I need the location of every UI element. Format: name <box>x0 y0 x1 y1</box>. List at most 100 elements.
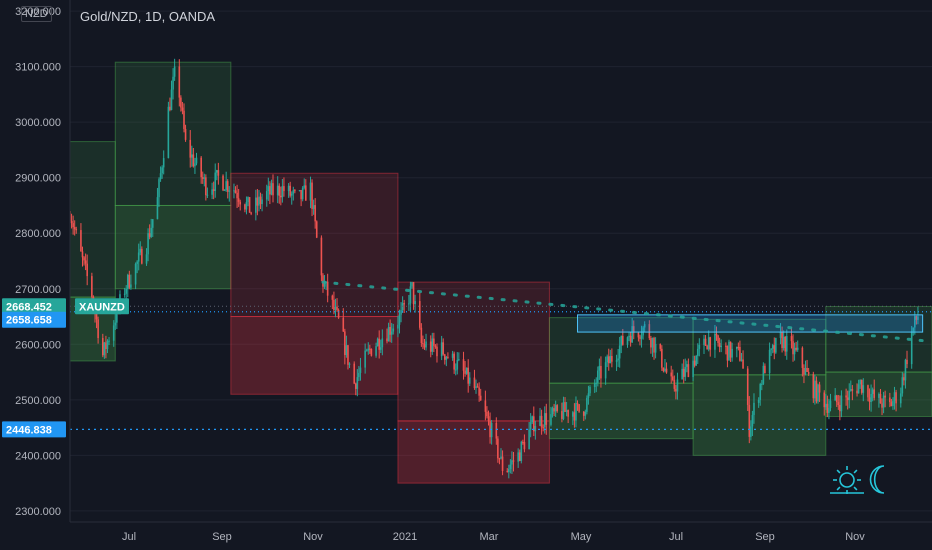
candle <box>420 323 423 347</box>
candle-body <box>576 403 579 405</box>
level-box <box>577 314 924 333</box>
candle-body <box>423 343 426 348</box>
sun-ray <box>853 486 858 491</box>
candle-body <box>379 347 382 350</box>
candle <box>823 390 826 416</box>
candle <box>728 339 730 361</box>
candle-body <box>281 186 284 198</box>
candle-body <box>523 442 526 450</box>
candle <box>237 188 240 207</box>
candle <box>467 359 470 393</box>
candle-body <box>390 331 393 335</box>
candle <box>215 169 218 181</box>
candle <box>214 163 217 198</box>
candle-body <box>628 335 630 338</box>
candle-body <box>418 301 421 328</box>
candle-body <box>348 363 351 365</box>
candle <box>912 327 915 336</box>
candle-body <box>226 181 229 192</box>
candle <box>828 398 830 420</box>
candle <box>698 338 701 357</box>
candle-body <box>290 193 293 196</box>
candle <box>258 190 260 212</box>
candle-body <box>871 389 874 394</box>
candle <box>804 360 807 376</box>
candle-body <box>412 282 415 305</box>
candle-body <box>703 338 705 345</box>
candle <box>686 360 688 373</box>
candle <box>206 187 209 199</box>
candle-body <box>147 233 149 255</box>
candle-body <box>425 341 427 348</box>
candle <box>718 337 721 353</box>
candle-body <box>156 197 159 220</box>
candle-body <box>676 379 679 392</box>
candle-body <box>575 403 577 421</box>
candle <box>796 340 799 352</box>
candle <box>250 211 252 216</box>
candle <box>447 352 449 359</box>
x-tick-label: Sep <box>212 531 232 543</box>
candle-body <box>597 370 599 383</box>
candle <box>312 199 315 215</box>
candle <box>387 322 390 342</box>
candle <box>815 376 818 404</box>
candle-body <box>806 368 808 372</box>
candle <box>650 335 652 354</box>
candle-body <box>315 221 318 238</box>
candle <box>222 174 224 192</box>
candle-body <box>785 336 788 352</box>
candle <box>779 323 782 345</box>
y-tick-label: 3100.000 <box>15 62 61 74</box>
candle-body <box>807 371 810 375</box>
candle <box>661 345 663 371</box>
candle-body <box>400 310 402 315</box>
x-tick-label: May <box>571 531 592 543</box>
candle <box>397 315 399 338</box>
candle <box>156 187 159 220</box>
y-tick-label: 2500.000 <box>15 395 61 407</box>
candle <box>512 451 515 472</box>
candle <box>736 346 738 358</box>
candle-body <box>255 197 257 213</box>
candle-body <box>414 301 416 305</box>
y-tick-label: 3200.000 <box>15 6 61 18</box>
candle <box>333 291 335 315</box>
candle-body <box>247 197 249 203</box>
candle-body <box>626 337 629 345</box>
candle-body <box>265 191 268 200</box>
candle <box>873 379 876 401</box>
candle <box>70 213 73 229</box>
candle <box>265 184 268 207</box>
candle <box>903 373 905 386</box>
x-tick-label: Mar <box>480 531 499 543</box>
candle <box>433 332 435 353</box>
candle-body <box>839 404 841 412</box>
candle <box>345 335 348 358</box>
candle <box>490 419 493 445</box>
candle-body <box>353 363 356 384</box>
candle <box>130 274 132 290</box>
candle <box>458 352 460 362</box>
candle <box>320 235 323 282</box>
candle <box>653 336 655 360</box>
candle-body <box>422 343 424 345</box>
candle <box>901 372 904 397</box>
candle <box>664 358 666 373</box>
candle <box>139 241 142 256</box>
candle <box>803 364 805 384</box>
candle <box>587 385 590 405</box>
candle <box>849 380 852 392</box>
candle <box>298 190 301 192</box>
candle <box>846 390 849 410</box>
candle-body <box>728 341 730 361</box>
candle <box>692 355 694 381</box>
candle <box>868 388 871 411</box>
candle-body <box>796 347 799 350</box>
candle-body <box>879 393 882 404</box>
candle <box>72 215 74 235</box>
sun-core <box>839 472 855 488</box>
candle-body <box>125 288 128 294</box>
candle-body <box>615 360 618 362</box>
